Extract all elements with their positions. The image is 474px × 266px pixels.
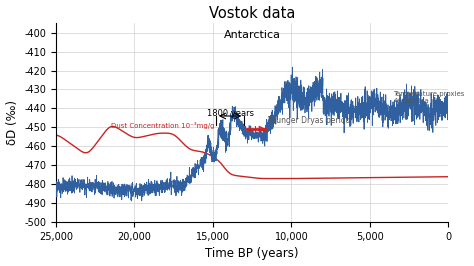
Text: 1800 years: 1800 years xyxy=(207,109,254,118)
X-axis label: Time BP (years): Time BP (years) xyxy=(205,247,299,260)
Text: Temperature proxies
Antarctica: Temperature proxies Antarctica xyxy=(393,90,465,103)
Text: Younger Dryas period: Younger Dryas period xyxy=(268,117,350,126)
Text: Antarctica: Antarctica xyxy=(224,30,281,40)
Text: Dust Concentration 10⁻³mg/g: Dust Concentration 10⁻³mg/g xyxy=(111,122,214,129)
Title: Vostok data: Vostok data xyxy=(209,6,295,20)
Y-axis label: δD (‰): δD (‰) xyxy=(6,100,18,145)
